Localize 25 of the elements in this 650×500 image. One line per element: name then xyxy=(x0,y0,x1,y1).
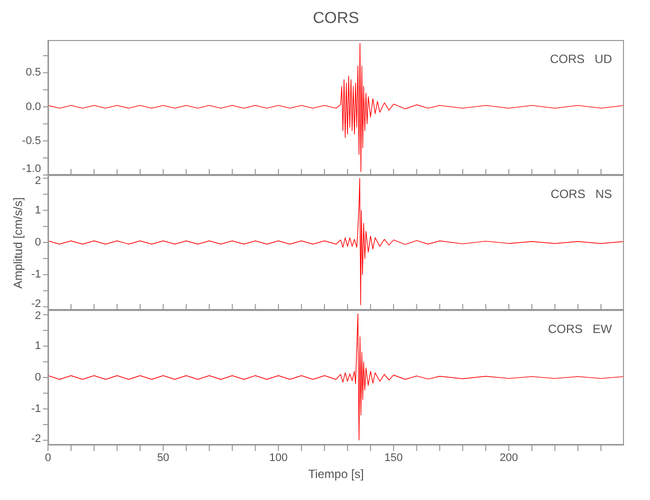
y-tick-label: 0 xyxy=(34,236,41,248)
y-tick-label: 2 xyxy=(34,175,41,187)
y-tick-label: 0.0 xyxy=(26,100,41,113)
y-tick-label: 0 xyxy=(34,372,41,384)
x-tick-label: 200 xyxy=(500,452,518,464)
y-tick-label: 2 xyxy=(34,310,41,322)
y-axis-title: Amplitud [cm/s/s] xyxy=(11,196,25,288)
y-tick-label: -1.0 xyxy=(22,163,41,175)
chart-title: CORS xyxy=(312,10,360,28)
y-tick-label: -2 xyxy=(31,298,41,310)
y-tick-label: 0.5 xyxy=(26,66,41,79)
annotation: CORS UD xyxy=(550,52,612,66)
y-tick-label: -1 xyxy=(31,268,41,281)
x-tick-label: 100 xyxy=(269,452,288,464)
y-tick-label: -2 xyxy=(31,433,41,445)
x-axis-title: Tiempo [s] xyxy=(307,467,365,481)
x-tick-label: 0 xyxy=(44,452,52,464)
y-tick-label: 1 xyxy=(34,204,41,216)
y-tick-label: 1 xyxy=(34,340,41,352)
x-tick-label: 150 xyxy=(384,452,403,464)
annotation: CORS EW xyxy=(548,322,612,336)
y-tick-label: -0.5 xyxy=(22,134,41,147)
x-tick-label: 50 xyxy=(157,452,170,464)
annotation: CORS NS xyxy=(550,187,612,201)
y-tick-label: -1 xyxy=(31,402,41,415)
